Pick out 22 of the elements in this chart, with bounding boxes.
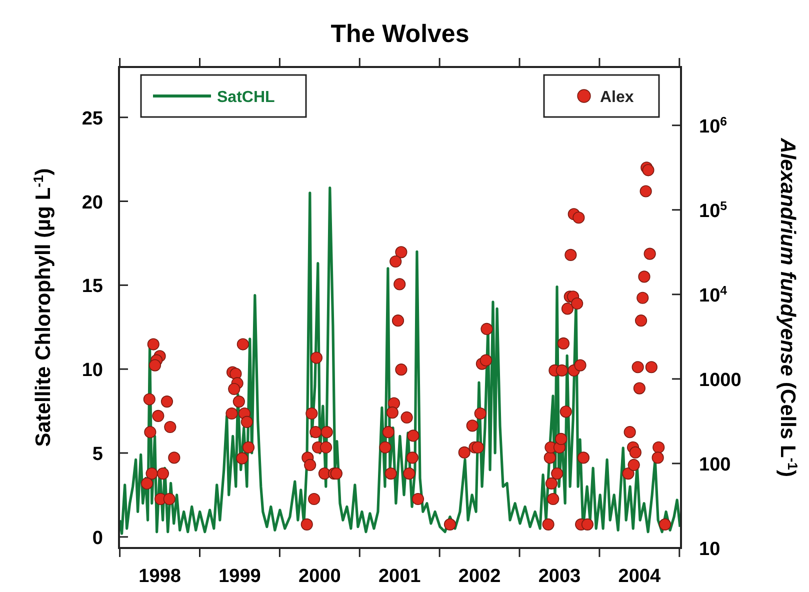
y2-tick-label: 10 (699, 539, 720, 560)
y-tick-label: 25 (82, 108, 104, 130)
x-tick-label: 2002 (458, 566, 501, 587)
x-tick-label: 1998 (138, 566, 181, 587)
x-tick-label: 1999 (218, 566, 261, 587)
y-tick-label: 10 (82, 360, 103, 382)
y-tick-label: 0 (92, 528, 103, 549)
legend-label: Alex (600, 89, 634, 106)
chart-title: The Wolves (330, 20, 470, 48)
x-tick-label: 2000 (298, 566, 341, 587)
y2-tick-label: 100 (699, 454, 731, 476)
y-tick-label: 5 (92, 444, 104, 466)
y-tick-label: 20 (82, 192, 103, 214)
x-tick-label: 2001 (378, 566, 422, 587)
legend-label: SatCHL (217, 89, 276, 106)
y-tick-label: 15 (82, 276, 104, 298)
x-tick-label: 2004 (618, 566, 661, 587)
y2-tick-label: 10$^{6}$ (699, 114, 728, 138)
x-tick-label: 2003 (538, 566, 581, 587)
y2-tick-label: 10$^{4}$ (699, 283, 728, 306)
y2-tick-label: 10$^{5}$ (699, 198, 728, 222)
y2-tick-label: 1000 (699, 370, 742, 391)
